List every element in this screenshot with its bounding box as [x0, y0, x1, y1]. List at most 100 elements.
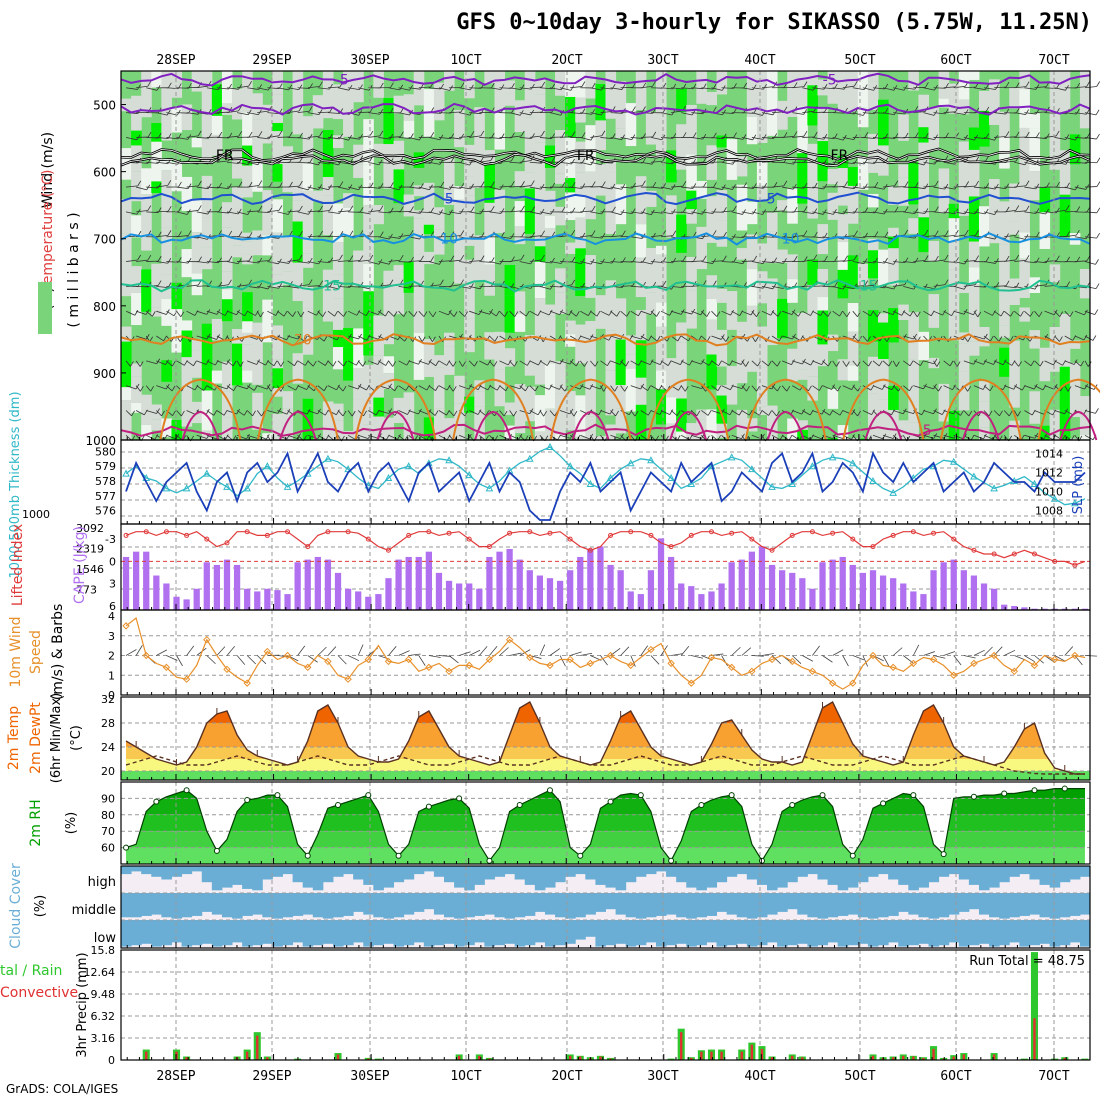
wind-barb	[378, 410, 389, 414]
cloud-cell-high	[454, 866, 465, 888]
wind-barb-flag	[632, 82, 636, 88]
wind-barb-flag	[548, 384, 553, 390]
rh-cell	[534, 246, 546, 262]
cloud-cell-low	[191, 920, 203, 946]
wind-barb	[1074, 236, 1087, 240]
wind-barb-flag	[722, 133, 727, 139]
wind-barb	[126, 185, 138, 188]
rh-cell	[888, 308, 899, 343]
wind-barb-flag	[514, 311, 519, 317]
rh-cell	[756, 271, 768, 304]
rh-cell	[978, 415, 990, 428]
rh-cell	[232, 186, 243, 213]
cape-bar	[789, 572, 796, 610]
ylabel-wind10m-b: Speed	[28, 630, 44, 674]
wind-barb	[620, 211, 633, 215]
wind-barb	[489, 87, 501, 90]
thickness-point	[727, 453, 736, 461]
wind-barb-flag	[827, 360, 832, 367]
cloud-cell-middle	[948, 893, 960, 915]
wind-barb-flag	[733, 257, 737, 263]
cloud-cell-high	[343, 866, 354, 875]
cloud-cell-low	[696, 920, 707, 946]
wind-barb-flag	[450, 255, 455, 261]
wind-barb	[590, 87, 602, 91]
wind-barb-flag	[252, 410, 256, 417]
cloud-cell-low	[383, 920, 395, 944]
cape-bar	[233, 564, 241, 610]
wind-barb	[983, 87, 996, 90]
wind-barb	[469, 410, 479, 415]
wind-barb	[458, 310, 465, 317]
contour-30-loop	[961, 410, 1000, 441]
wind-barb-flag	[834, 281, 838, 288]
wind-barb-flag	[1008, 410, 1013, 417]
wind-barb-flag	[157, 255, 162, 262]
wind-barb	[388, 360, 394, 367]
wind-barb-flag	[266, 383, 271, 390]
rh-cell	[635, 309, 647, 341]
wind-barb	[580, 385, 590, 390]
wind10m-barb	[489, 646, 498, 656]
lifted-point	[688, 532, 694, 538]
wind-barb	[872, 385, 883, 390]
rh-cell	[393, 278, 405, 315]
wind-barb	[317, 385, 325, 392]
wind-barb	[176, 112, 189, 114]
rh-cell	[272, 131, 283, 165]
wind-barb	[731, 261, 743, 265]
wind-barb	[782, 335, 793, 340]
rh-cell	[544, 228, 556, 237]
wind10m-point	[223, 665, 231, 674]
wind-barb	[671, 285, 683, 289]
contour-25-loop	[842, 378, 925, 441]
wind-barb-flag	[541, 130, 545, 137]
cloud-cell-high	[433, 866, 445, 877]
wind-barb	[903, 310, 911, 317]
wind-barb-flag	[520, 254, 525, 260]
wind-barb	[650, 235, 663, 238]
wind-barb-flag	[851, 384, 855, 390]
cloud-cell-high	[968, 866, 980, 885]
y-tick-label: 580	[95, 445, 116, 458]
lifted-point	[769, 547, 775, 553]
wind-barb-flag	[1096, 157, 1100, 163]
cloud-cell-high	[221, 866, 233, 888]
wind-barb-flag	[248, 232, 253, 238]
wind-barb	[408, 310, 415, 317]
rh-cell	[666, 423, 677, 440]
rh-cell	[322, 269, 334, 282]
rh-cell	[524, 172, 536, 189]
wind-barb	[519, 160, 532, 163]
cloud-cell-high	[918, 866, 929, 888]
wind-barb-flag	[763, 83, 767, 90]
wind-barb-flag	[753, 232, 758, 238]
cape-bar	[163, 583, 170, 610]
wind-barb	[1064, 335, 1073, 341]
rh-cell	[645, 247, 657, 293]
wind-barb	[418, 186, 430, 191]
cloud-cell-middle	[514, 893, 526, 918]
wind-barb	[307, 360, 314, 367]
wind-barb	[923, 161, 935, 165]
wind10m-point	[808, 667, 817, 676]
cloud-cell-middle	[746, 893, 758, 919]
rh-cell	[201, 217, 213, 248]
cloud-cell-middle	[686, 893, 697, 919]
wind-barb-flag	[490, 205, 495, 212]
cloud-cell-middle	[393, 893, 405, 918]
wind-barb	[782, 236, 795, 239]
cloud-cell-high	[908, 866, 919, 891]
wind-barb-flag	[730, 384, 734, 390]
rh-cell	[595, 120, 606, 151]
wind-barb-flag	[253, 385, 258, 391]
rh-cell	[756, 71, 768, 96]
wind-barb	[953, 310, 965, 315]
rh-cell	[272, 164, 283, 182]
wind-barb	[166, 310, 175, 317]
cape-bar	[203, 562, 210, 610]
wind-barb	[459, 385, 469, 390]
wind-barb-flag	[286, 334, 290, 341]
wind-barb-flag	[615, 410, 619, 417]
wind-barb-flag	[137, 84, 141, 90]
